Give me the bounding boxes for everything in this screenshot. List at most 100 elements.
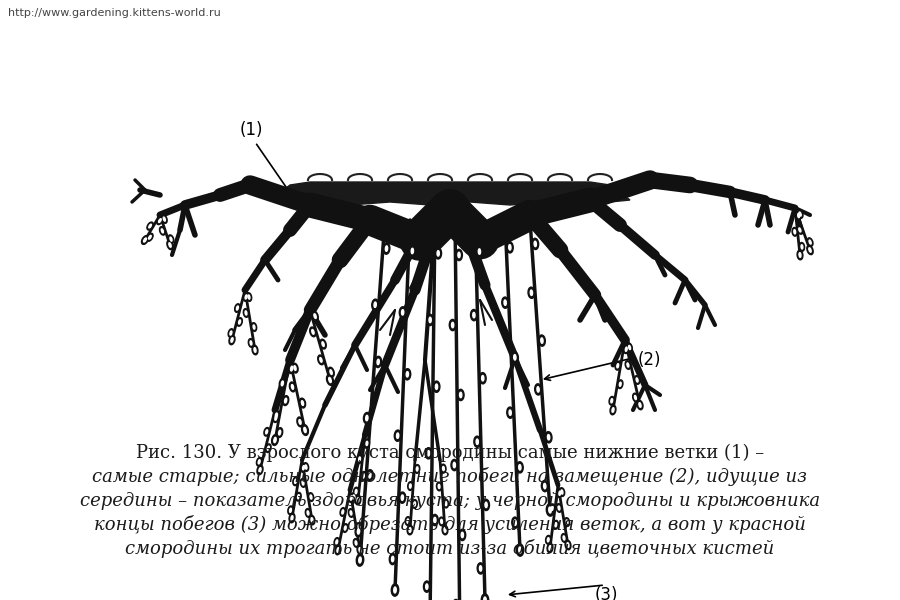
Ellipse shape xyxy=(528,287,535,298)
Ellipse shape xyxy=(257,465,263,475)
Ellipse shape xyxy=(619,382,621,386)
Ellipse shape xyxy=(426,584,428,589)
Ellipse shape xyxy=(472,313,475,318)
Ellipse shape xyxy=(441,520,443,524)
Ellipse shape xyxy=(297,417,303,427)
Ellipse shape xyxy=(561,490,562,494)
Ellipse shape xyxy=(627,343,633,352)
Ellipse shape xyxy=(307,511,309,515)
Ellipse shape xyxy=(407,525,413,535)
Text: (2): (2) xyxy=(638,351,662,369)
Ellipse shape xyxy=(237,306,239,310)
Ellipse shape xyxy=(541,338,543,343)
Ellipse shape xyxy=(428,451,429,456)
Ellipse shape xyxy=(251,323,256,331)
Ellipse shape xyxy=(250,341,252,345)
Ellipse shape xyxy=(292,477,298,485)
Ellipse shape xyxy=(356,523,362,532)
Ellipse shape xyxy=(401,495,403,500)
Ellipse shape xyxy=(365,415,368,421)
Ellipse shape xyxy=(158,219,161,223)
Ellipse shape xyxy=(359,457,361,461)
Ellipse shape xyxy=(357,529,360,534)
Ellipse shape xyxy=(353,495,355,499)
Ellipse shape xyxy=(792,227,797,236)
Ellipse shape xyxy=(563,536,565,540)
Ellipse shape xyxy=(350,511,352,515)
Text: Рис. 130. У взрослого куста смородины самые нижние ветки (1) –: Рис. 130. У взрослого куста смородины са… xyxy=(136,444,764,462)
Ellipse shape xyxy=(170,237,172,241)
Ellipse shape xyxy=(634,395,636,400)
Ellipse shape xyxy=(161,215,167,223)
Ellipse shape xyxy=(169,243,171,247)
Ellipse shape xyxy=(423,581,430,592)
Ellipse shape xyxy=(141,236,149,244)
Ellipse shape xyxy=(243,308,248,317)
Polygon shape xyxy=(270,182,630,205)
Ellipse shape xyxy=(555,523,557,527)
Ellipse shape xyxy=(254,348,256,352)
Ellipse shape xyxy=(274,416,277,420)
Ellipse shape xyxy=(253,325,255,329)
Ellipse shape xyxy=(350,496,352,500)
Ellipse shape xyxy=(517,462,523,473)
Ellipse shape xyxy=(266,430,267,434)
Ellipse shape xyxy=(309,493,314,502)
Text: (3): (3) xyxy=(595,586,618,600)
Ellipse shape xyxy=(252,345,258,355)
Ellipse shape xyxy=(478,249,481,254)
Ellipse shape xyxy=(637,400,643,410)
Ellipse shape xyxy=(303,463,309,472)
Ellipse shape xyxy=(256,458,262,466)
Ellipse shape xyxy=(228,329,234,337)
Ellipse shape xyxy=(442,525,448,535)
Ellipse shape xyxy=(247,293,252,301)
Ellipse shape xyxy=(799,228,801,232)
Ellipse shape xyxy=(328,377,331,383)
Ellipse shape xyxy=(436,384,437,389)
Ellipse shape xyxy=(460,392,462,398)
Ellipse shape xyxy=(471,310,477,321)
Ellipse shape xyxy=(356,541,357,545)
Ellipse shape xyxy=(544,484,546,489)
Ellipse shape xyxy=(363,474,365,478)
Ellipse shape xyxy=(342,510,344,514)
Ellipse shape xyxy=(314,314,316,319)
Ellipse shape xyxy=(334,538,339,546)
Ellipse shape xyxy=(405,517,410,526)
Ellipse shape xyxy=(549,507,552,513)
Ellipse shape xyxy=(279,430,281,435)
Ellipse shape xyxy=(311,518,313,522)
Ellipse shape xyxy=(259,468,261,472)
Ellipse shape xyxy=(312,311,319,321)
Ellipse shape xyxy=(374,302,376,307)
Ellipse shape xyxy=(230,331,232,335)
Text: самые старые; сильные однолетние побеги на замещение (2), идущие из: самые старые; сильные однолетние побеги … xyxy=(93,467,807,486)
Ellipse shape xyxy=(558,506,560,510)
Ellipse shape xyxy=(292,385,293,389)
Ellipse shape xyxy=(340,508,346,516)
Ellipse shape xyxy=(330,370,332,374)
Ellipse shape xyxy=(274,437,276,443)
Ellipse shape xyxy=(429,317,431,323)
Ellipse shape xyxy=(809,240,811,244)
Ellipse shape xyxy=(443,466,445,470)
Ellipse shape xyxy=(797,250,803,260)
Ellipse shape xyxy=(532,238,538,250)
Ellipse shape xyxy=(437,251,439,256)
Ellipse shape xyxy=(294,479,296,484)
Ellipse shape xyxy=(797,210,803,218)
Ellipse shape xyxy=(291,516,293,520)
Ellipse shape xyxy=(283,395,289,406)
Ellipse shape xyxy=(436,482,442,491)
Text: концы побегов (3) можно обрезать для усиления веток, а вот у красной: концы побегов (3) можно обрезать для уси… xyxy=(94,515,806,534)
Ellipse shape xyxy=(298,494,300,499)
Ellipse shape xyxy=(514,355,516,360)
Ellipse shape xyxy=(799,253,801,257)
Ellipse shape xyxy=(397,433,399,439)
Ellipse shape xyxy=(328,367,334,377)
Ellipse shape xyxy=(301,463,306,472)
Ellipse shape xyxy=(534,241,536,247)
Text: середины – показатель здоровья куста; у черной смородины и крыжовника: середины – показатель здоровья куста; у … xyxy=(80,492,820,510)
Ellipse shape xyxy=(438,484,440,488)
